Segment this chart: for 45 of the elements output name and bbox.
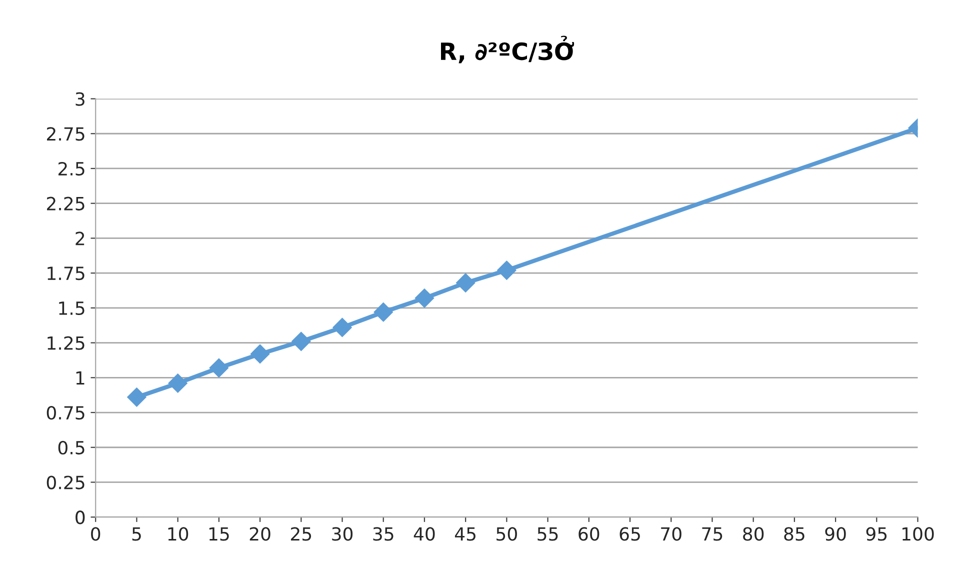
y-tick-label: 0.5 <box>58 440 84 454</box>
x-tick-label: 10 <box>168 527 188 541</box>
y-tick-label: 0 <box>76 510 85 524</box>
point <box>168 374 188 393</box>
x-tick-label: 20 <box>250 527 270 541</box>
x-tick-label: 40 <box>414 527 435 541</box>
y-tick-label: 3 <box>76 92 84 106</box>
point <box>332 318 352 337</box>
point <box>127 388 146 407</box>
x-tick-label: 55 <box>538 527 558 541</box>
x-tick-label: 5 <box>132 527 141 541</box>
x-tick-label: 0 <box>91 527 100 541</box>
point <box>292 332 311 351</box>
x-tick-label: 50 <box>496 527 517 541</box>
y-tick-label: 2.5 <box>58 162 84 176</box>
y-tick-label: 1.5 <box>59 302 84 316</box>
x-tick-label: 100 <box>902 527 934 541</box>
x-tick-label: 15 <box>209 527 229 541</box>
point <box>456 273 476 292</box>
x-tick-label: 25 <box>290 527 312 541</box>
x-tick-label: 35 <box>373 527 394 541</box>
y-tick-label: 1.75 <box>48 266 84 280</box>
x-tick-label: 30 <box>332 527 353 541</box>
point <box>414 288 434 308</box>
y-tick-label: 1.25 <box>48 336 84 350</box>
x-tick-label: 45 <box>454 527 476 541</box>
x-tick-label: 60 <box>578 527 600 541</box>
x-tick-label: 80 <box>743 527 764 541</box>
point <box>250 344 270 364</box>
y-tick-label: 0.75 <box>46 406 84 420</box>
x-tick-label: 75 <box>702 527 722 541</box>
point <box>209 358 228 378</box>
x-tick-label: 70 <box>661 527 682 541</box>
point <box>497 260 516 280</box>
y-tick-label: 2 <box>76 232 84 246</box>
point <box>374 302 393 322</box>
y-tick-label: 2.25 <box>47 196 84 210</box>
x-tick-label: 90 <box>825 527 846 541</box>
x-tick-label: 85 <box>784 527 804 541</box>
x-tick-label: 65 <box>620 527 640 541</box>
y-tick-label: 2.75 <box>47 127 84 141</box>
chart-title: R, ∂²ºC/ЗỞ <box>441 36 574 64</box>
y-tick-label: 0.25 <box>46 476 84 490</box>
y-tick-label: 1 <box>76 371 84 385</box>
x-tick-label: 95 <box>866 527 887 541</box>
